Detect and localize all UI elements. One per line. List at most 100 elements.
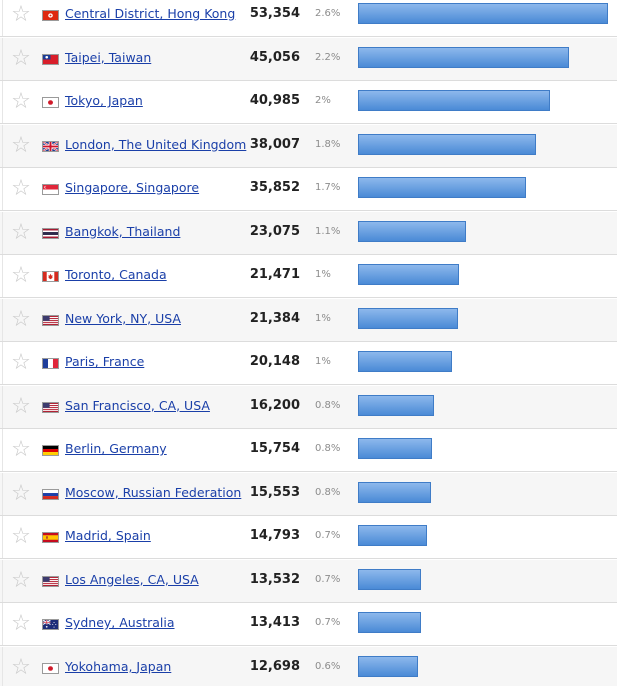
row-divider <box>2 516 3 558</box>
star-icon[interactable]: ☆ <box>11 263 31 288</box>
share-bar <box>358 307 458 329</box>
city-link[interactable]: Tokyo, Japan <box>65 93 143 108</box>
australia-flag-icon <box>42 619 59 630</box>
share-bar <box>358 481 431 503</box>
row-divider <box>2 124 3 167</box>
visit-count: 13,532 <box>249 571 300 587</box>
star-icon[interactable]: ☆ <box>11 393 31 419</box>
city-link[interactable]: Taipei, Taiwan <box>65 49 152 65</box>
city-link[interactable]: Bangkok, Thailand <box>65 223 181 239</box>
table-row: ☆ Los Angeles, CA, USA 13,532 0.7% <box>0 559 617 603</box>
star-icon[interactable]: ☆ <box>11 219 31 245</box>
row-divider <box>2 472 3 515</box>
visit-count: 21,384 <box>249 310 300 326</box>
usa-flag-icon <box>42 314 59 326</box>
share-bar <box>358 655 418 677</box>
row-divider <box>2 255 3 297</box>
france-flag-icon <box>42 358 59 369</box>
share-bar <box>358 177 526 198</box>
visit-count: 15,754 <box>249 441 300 456</box>
visit-count: 13,413 <box>249 615 300 630</box>
visit-count: 40,985 <box>249 93 300 108</box>
row-divider <box>2 342 3 384</box>
city-link[interactable]: London, The United Kingdom <box>65 136 247 152</box>
star-icon[interactable]: ☆ <box>11 524 31 549</box>
thailand-flag-icon <box>42 227 59 239</box>
row-divider <box>2 298 3 341</box>
share-bar <box>358 3 608 24</box>
visit-count: 45,056 <box>249 49 300 65</box>
city-link[interactable]: Madrid, Spain <box>65 528 151 543</box>
percent-share: 1.7% <box>315 182 341 193</box>
table-row: ☆ London, The United Kingdom 38,007 1.8% <box>0 124 617 168</box>
star-icon[interactable]: ☆ <box>11 2 31 27</box>
visit-count: 21,471 <box>249 267 300 282</box>
star-icon[interactable]: ☆ <box>11 350 31 375</box>
star-icon[interactable]: ☆ <box>11 45 31 71</box>
row-divider <box>2 603 3 645</box>
table-row: ☆ Bangkok, Thailand 23,075 1.1% <box>0 211 617 255</box>
city-link[interactable]: Berlin, Germany <box>65 441 167 456</box>
table-row: ☆ Yokohama, Japan 12,698 0.6% <box>0 646 617 686</box>
star-icon[interactable]: ☆ <box>11 654 31 680</box>
row-divider <box>2 429 3 471</box>
japan-flag-icon <box>42 97 59 108</box>
table-row: ☆ San Francisco, CA, USA 16,200 0.8% <box>0 385 617 429</box>
star-icon[interactable]: ☆ <box>11 176 31 201</box>
star-icon[interactable]: ☆ <box>11 567 31 593</box>
star-icon[interactable]: ☆ <box>11 89 31 114</box>
star-icon[interactable]: ☆ <box>11 132 31 158</box>
russia-flag-icon <box>42 488 59 500</box>
star-icon[interactable]: ☆ <box>11 480 31 506</box>
table-row: ☆ Sydney, Australia 13,413 0.7% <box>0 603 617 646</box>
row-divider <box>2 646 3 686</box>
usa-flag-icon <box>42 401 59 413</box>
city-link[interactable]: Toronto, Canada <box>65 267 167 282</box>
share-bar <box>358 351 452 372</box>
table-row: ☆ Moscow, Russian Federation 15,553 0.8% <box>0 472 617 516</box>
percent-share: 2% <box>315 95 331 106</box>
share-bar <box>358 220 466 242</box>
percent-share: 1.8% <box>315 138 341 150</box>
city-link[interactable]: Paris, France <box>65 354 145 369</box>
star-icon[interactable]: ☆ <box>11 306 31 332</box>
city-link[interactable]: New York, NY, USA <box>65 310 181 326</box>
city-link[interactable]: Singapore, Singapore <box>65 180 200 195</box>
percent-share: 2.6% <box>315 8 341 19</box>
city-link[interactable]: Sydney, Australia <box>65 615 175 630</box>
visit-count: 16,200 <box>249 397 300 413</box>
city-link[interactable]: Moscow, Russian Federation <box>65 484 242 500</box>
table-row: ☆ Berlin, Germany 15,754 0.8% <box>0 429 617 472</box>
visit-count: 15,553 <box>249 484 300 500</box>
percent-share: 0.7% <box>315 573 341 585</box>
star-icon[interactable]: ☆ <box>11 611 31 636</box>
table-row: ☆ Madrid, Spain 14,793 0.7% <box>0 516 617 559</box>
row-divider <box>2 81 3 123</box>
share-bar <box>358 438 432 459</box>
city-link[interactable]: San Francisco, CA, USA <box>65 397 210 413</box>
usa-flag-icon <box>42 575 59 587</box>
table-row: ☆ New York, NY, USA 21,384 1% <box>0 298 617 342</box>
row-divider <box>2 559 3 602</box>
percent-share: 0.7% <box>315 617 341 628</box>
city-link[interactable]: Los Angeles, CA, USA <box>65 571 199 587</box>
percent-share: 1% <box>315 269 331 280</box>
visit-count: 38,007 <box>249 136 300 152</box>
uk-flag-icon <box>42 140 59 152</box>
share-bar <box>358 525 427 546</box>
table-row: ☆ Singapore, Singapore 35,852 1.7% <box>0 168 617 211</box>
city-link[interactable]: Central District, Hong Kong <box>65 6 236 21</box>
visit-count: 12,698 <box>249 658 300 674</box>
visit-count: 35,852 <box>249 180 300 195</box>
star-icon[interactable]: ☆ <box>11 437 31 462</box>
table-row: ☆ Toronto, Canada 21,471 1% <box>0 255 617 298</box>
city-link[interactable]: Yokohama, Japan <box>65 658 172 674</box>
visit-count: 14,793 <box>249 528 300 543</box>
percent-share: 0.8% <box>315 486 341 498</box>
row-divider <box>2 37 3 80</box>
japan-flag-icon <box>42 662 59 674</box>
canada-flag-icon <box>42 271 59 282</box>
percent-share: 1.1% <box>315 225 341 237</box>
percent-share: 0.6% <box>315 660 341 672</box>
percent-share: 2.2% <box>315 51 341 63</box>
